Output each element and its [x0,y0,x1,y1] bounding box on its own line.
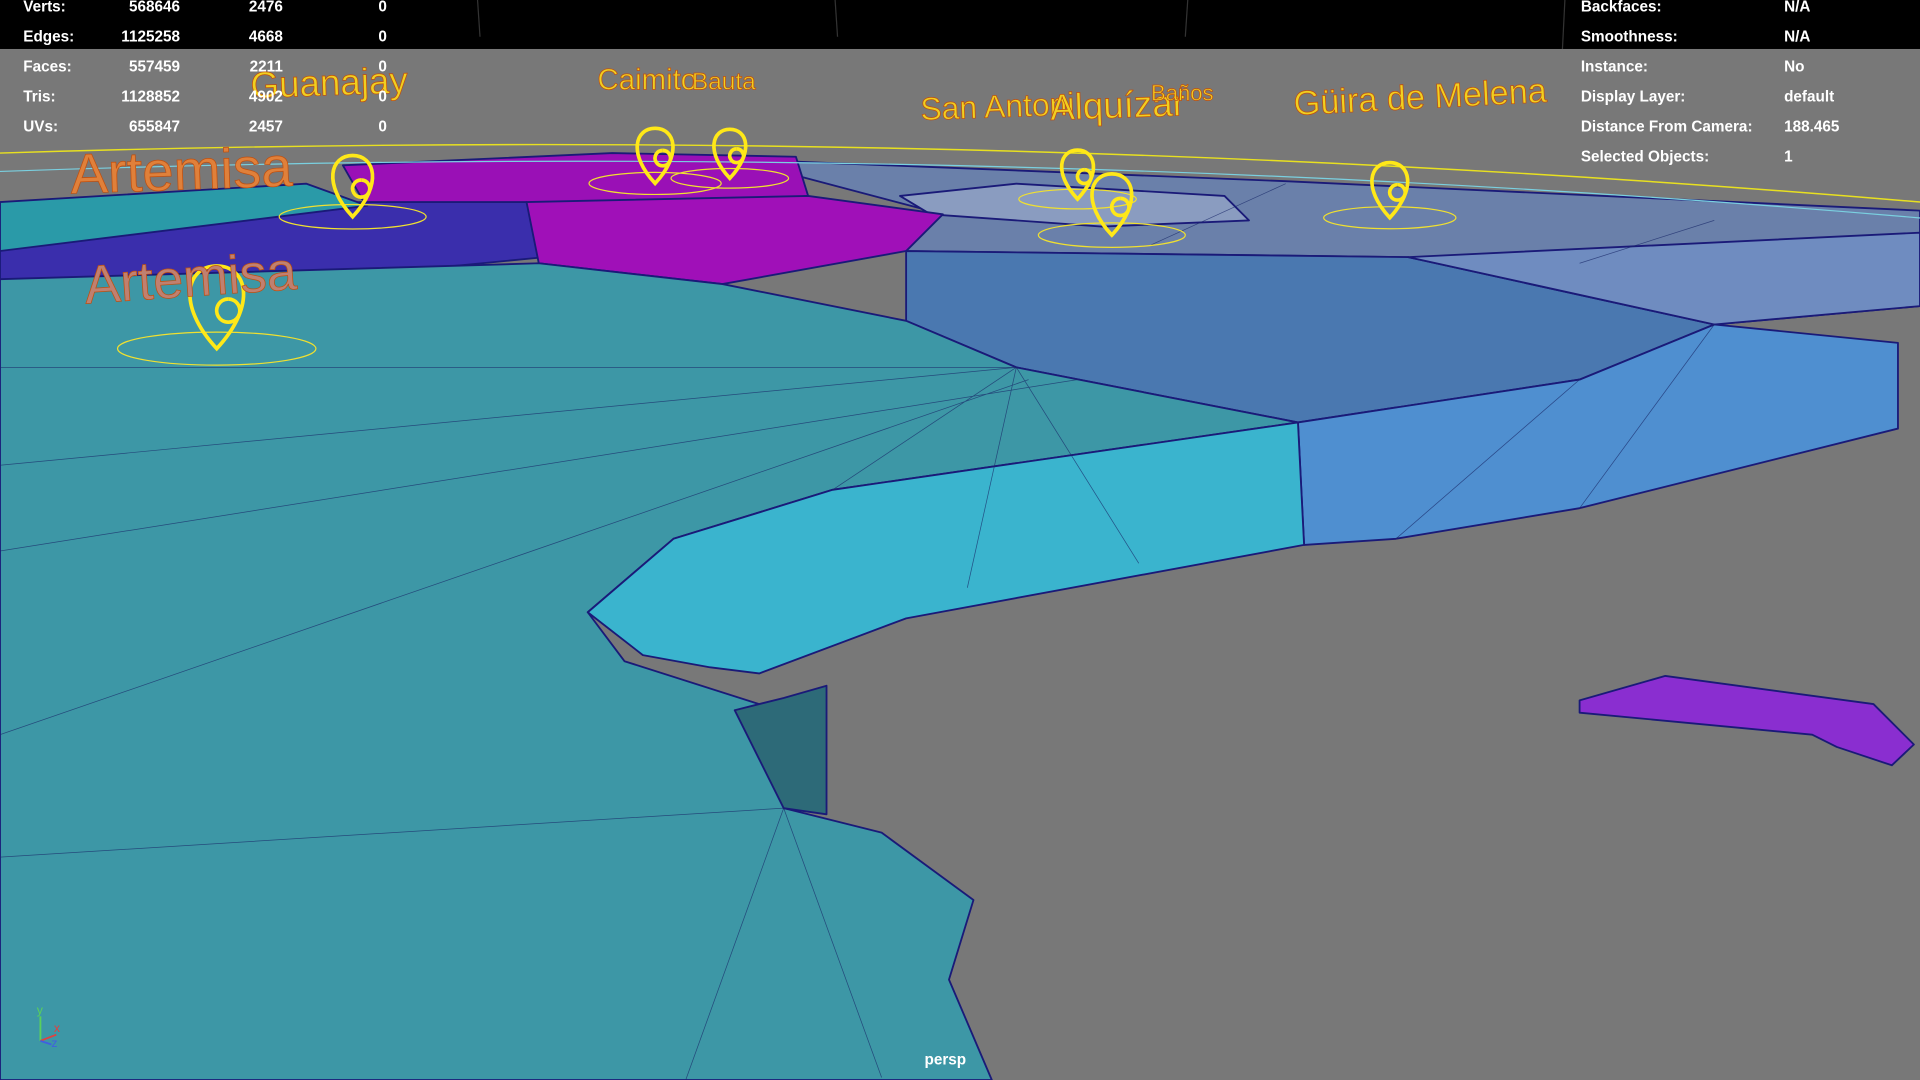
hud: Verts: 568646 2476 0 Edges: 1125258 4668 0 Faces… [23,0,1840,165]
hud-value: 188.465 [1784,118,1840,135]
hud-value: N/A [1784,28,1810,45]
hud-label: Instance: [1581,58,1648,75]
pin-ring [670,167,790,189]
map-label: Caimito [598,63,698,96]
hud-value: 655847 [129,118,180,135]
hud-value: 1128852 [121,88,180,105]
hud-value: 557459 [129,58,180,75]
hud-label: Smoothness: [1581,28,1678,45]
hud-value: default [1784,88,1834,105]
horizon-curve [0,143,1920,203]
axis-label: x [54,1021,60,1035]
hud-label: Verts: [23,0,66,15]
hud-value: 4902 [249,88,283,105]
hud-value: 1125258 [121,28,180,45]
pin [188,264,246,352]
pins [116,126,1457,366]
hud-value: 0 [378,28,387,45]
pin [712,127,748,181]
pin [1090,172,1134,238]
hud-label: Display Layer: [1581,88,1686,105]
hud-label: Backfaces: [1581,0,1662,15]
pin [1370,160,1410,221]
hud-value: 2211 [250,58,284,75]
hud-label: Edges: [23,28,74,45]
axis-label: y [37,1003,44,1017]
pin [331,153,375,220]
hud-separators [476,0,1566,50]
viewport-label: persp [924,1051,966,1068]
hud-value: 568646 [129,0,180,15]
hud-value: 2457 [249,118,283,135]
wall-blue [1297,323,1899,546]
hud-value: No [1784,58,1804,75]
hud-value: 0 [378,118,387,135]
hud-label: UVs: [23,118,58,135]
island [1578,675,1915,767]
hud-label: Tris: [23,88,55,105]
pin-ring [1037,222,1186,248]
hud-value: 0 [378,58,387,75]
wall-teal [586,421,1305,675]
map-label: Alquízar [1049,82,1185,128]
pin-ring [588,171,722,196]
hud-value: 1 [1784,148,1793,165]
pin-ring [278,203,427,230]
map-label: Guanajay [250,59,409,105]
map-label: Baños [1151,80,1213,105]
hud-bar [0,0,1920,49]
hud-value: N/A [1784,0,1810,15]
hud-value: 0 [378,0,387,15]
map [0,143,1920,1080]
wall-teal-dark [733,684,828,816]
map-label: Bauta [692,68,756,95]
map-label: Artemisa [69,135,294,206]
hud-value: 0 [378,88,387,105]
horizon-curve-blue [0,160,1920,219]
hud-value: 4668 [249,28,284,45]
map-label: San Antoni [920,86,1075,127]
pin-ring [116,331,317,366]
pin [635,126,675,187]
hud-label: Selected Objects: [1581,148,1709,165]
hud-label: Distance From Camera: [1581,118,1753,135]
pin [1059,148,1096,202]
pin-ring [1018,188,1137,210]
hud-label: Faces: [23,58,71,75]
region-artemisa [0,262,1299,1080]
region-teal-far [0,182,369,252]
axis-gizmo [39,1016,57,1046]
region-blue-far [1407,231,1920,326]
wireframe [0,183,1715,1080]
hud-value: 2476 [249,0,283,15]
axis-label: z [51,1036,57,1050]
pin-ring [1323,206,1457,230]
axis-labels: yxz [37,1003,60,1050]
